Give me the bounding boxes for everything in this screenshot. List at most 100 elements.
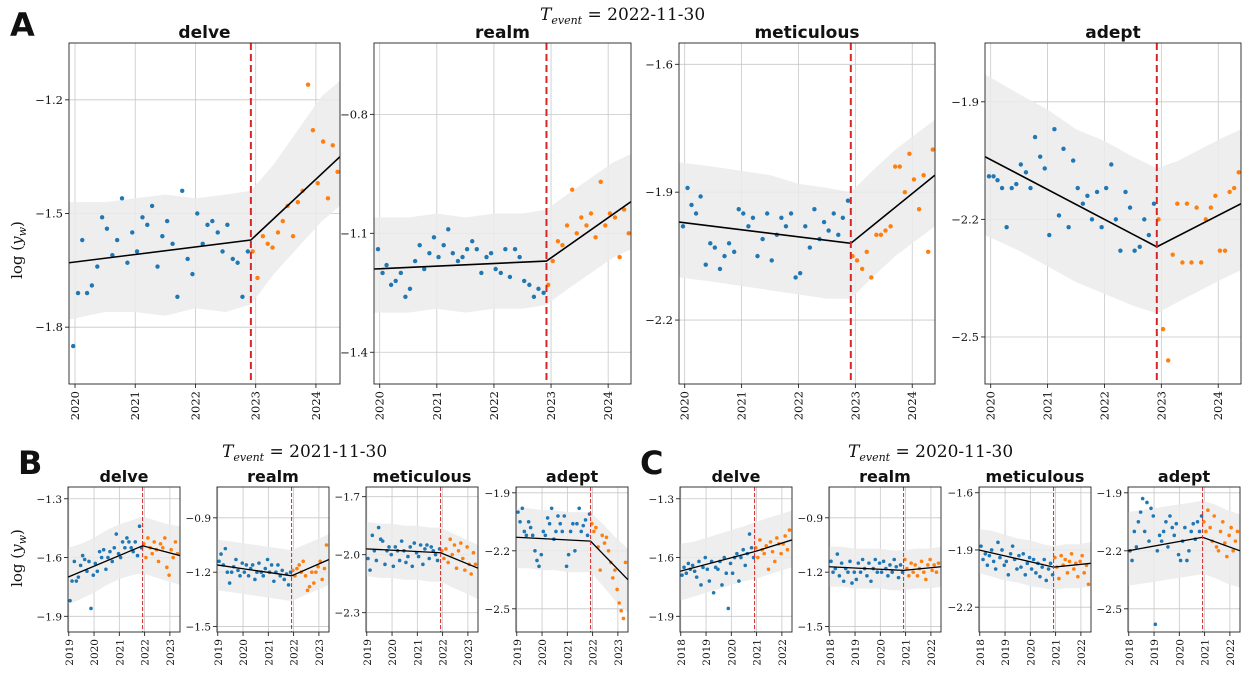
point-after <box>934 570 939 574</box>
y-tick-label: −1.3 <box>649 494 675 506</box>
point-before <box>253 577 257 582</box>
chart-panel-c-adept: adept −2.5 −2.2 −1.9 2018 2019 2020 2021 2022 <box>1097 467 1241 666</box>
fit-line <box>217 558 329 577</box>
point-before <box>416 554 421 559</box>
axes-frame <box>678 42 936 385</box>
point-after <box>756 555 760 560</box>
y-tick-label: −1.6 <box>649 553 675 565</box>
point-before <box>1032 134 1038 140</box>
point-before <box>125 260 130 265</box>
point-before <box>1031 557 1036 562</box>
point-before <box>1199 514 1204 518</box>
point-after <box>783 534 787 538</box>
point-after <box>612 215 618 220</box>
point-before <box>412 258 418 264</box>
point-before <box>831 211 836 216</box>
y-tick-label: −0.8 <box>340 107 368 121</box>
point-before <box>983 551 988 556</box>
point-before <box>999 185 1005 191</box>
point-after <box>169 547 173 552</box>
point-before <box>837 574 842 578</box>
y-tick-label: −1.6 <box>37 553 63 565</box>
axes-frame <box>515 486 629 633</box>
point-before <box>512 246 518 252</box>
point-after <box>579 215 584 220</box>
point-after <box>785 547 790 552</box>
point-before <box>225 570 230 574</box>
point-before <box>375 246 381 252</box>
point-after <box>1208 525 1212 530</box>
point-after <box>1231 549 1235 553</box>
point-after <box>607 211 613 216</box>
x-tick-label: 2021 <box>1051 639 1063 666</box>
point-before <box>185 256 190 262</box>
x-tick-label: 2020 <box>68 391 82 420</box>
point-before <box>398 270 404 276</box>
confidence-band <box>217 534 329 602</box>
point-after <box>626 231 631 236</box>
point-after <box>584 223 589 228</box>
point-before <box>421 562 425 567</box>
point-after <box>902 189 908 195</box>
point-after <box>1208 205 1214 210</box>
point-after <box>606 549 611 553</box>
point-after <box>621 207 627 212</box>
point-before <box>286 583 291 587</box>
point-before <box>528 525 533 530</box>
point-after <box>1212 514 1217 518</box>
y-tick-label: −1.9 <box>948 545 974 557</box>
x-tick-label: 2023 <box>463 639 475 666</box>
point-before <box>1155 549 1160 553</box>
point-before <box>836 232 841 238</box>
x-tick-label: 2020 <box>537 639 549 666</box>
point-before <box>114 237 120 243</box>
chart-panel-a-adept: adept −2.5 −2.2 −1.9 2020 2021 2022 2023 2024 <box>951 23 1242 420</box>
point-after <box>163 536 167 540</box>
point-after <box>560 243 565 248</box>
y-tick-label: −1.9 <box>649 611 675 623</box>
point-after <box>1221 520 1225 524</box>
point-before <box>520 506 525 511</box>
x-tick-label: 2019 <box>512 639 524 666</box>
event-title-b: Tevent = 2021-11-30 <box>222 442 387 464</box>
point-before <box>78 563 83 568</box>
point-before <box>1134 545 1139 549</box>
chart-panel-c-delve: delve −1.9 −1.6 −1.3 2018 2019 2020 2021 2022 <box>649 467 793 666</box>
point-before <box>877 561 882 565</box>
y-tick-label: −2.5 <box>485 604 511 616</box>
point-before <box>835 552 840 556</box>
point-before <box>406 554 410 559</box>
point-before <box>431 235 437 240</box>
point-before <box>731 249 737 255</box>
point-before <box>246 574 251 578</box>
y-tick-label: −1.4 <box>340 345 368 359</box>
point-before <box>522 529 527 534</box>
point-after <box>926 563 930 567</box>
point-after <box>770 549 775 554</box>
x-tick-label: 2022 <box>487 391 501 420</box>
point-before <box>1153 622 1158 627</box>
point-before <box>280 568 285 573</box>
point-before <box>488 250 494 256</box>
point-before <box>68 598 72 603</box>
point-before <box>134 249 140 254</box>
group-letter-c: C <box>640 444 663 482</box>
point-before <box>769 258 774 263</box>
point-before <box>397 558 402 563</box>
point-before <box>104 226 110 231</box>
y-tick-label: −2.5 <box>951 330 979 344</box>
point-before <box>867 561 871 565</box>
x-tick-label: 2020 <box>678 391 692 420</box>
x-tick-label: 2020 <box>238 639 250 666</box>
y-tick-label: −2.2 <box>951 212 979 226</box>
x-tick-label: 2020 <box>726 639 738 666</box>
point-before <box>527 282 532 288</box>
point-after <box>1235 529 1240 534</box>
y-tick-label: −2.2 <box>948 602 974 614</box>
point-before <box>581 523 586 528</box>
point-before <box>234 557 238 562</box>
point-before <box>1000 548 1004 552</box>
point-before <box>1174 521 1179 526</box>
x-tick-label: 2021 <box>1200 639 1212 666</box>
axes-frame <box>978 486 1092 633</box>
